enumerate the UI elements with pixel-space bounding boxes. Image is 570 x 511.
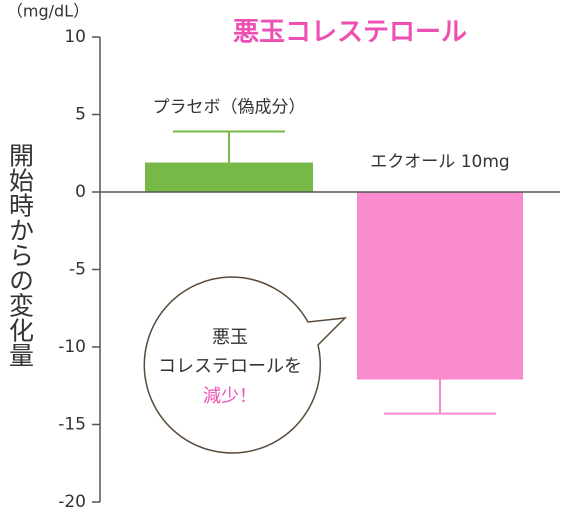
y-tick-label: -20 bbox=[58, 492, 86, 511]
annotation: コレステロールを bbox=[158, 356, 302, 377]
y-tick-label: 0 bbox=[75, 182, 86, 202]
error-bar bbox=[173, 130, 285, 163]
y-tick-label: -10 bbox=[58, 337, 86, 357]
annotation: 減少！ bbox=[203, 386, 257, 407]
bar bbox=[145, 162, 313, 192]
bar bbox=[357, 192, 523, 380]
unit-label: （mg/dL） bbox=[7, 2, 89, 21]
y-tick-label: -5 bbox=[69, 260, 86, 280]
y-axis-label: 開始時からの変化量 bbox=[6, 143, 35, 368]
chart-title: 悪玉コレステロール bbox=[233, 18, 467, 48]
speech-bubble bbox=[143, 276, 348, 454]
y-tick-label: -15 bbox=[58, 415, 86, 435]
annotation: 悪玉 bbox=[212, 327, 248, 348]
bar-label: エクオール 10mg bbox=[370, 152, 509, 172]
error-bar bbox=[384, 379, 496, 415]
y-tick-label: 10 bbox=[64, 27, 86, 47]
bar-label: プラセボ（偽成分） bbox=[153, 98, 306, 118]
y-tick-label: 5 bbox=[75, 105, 86, 125]
